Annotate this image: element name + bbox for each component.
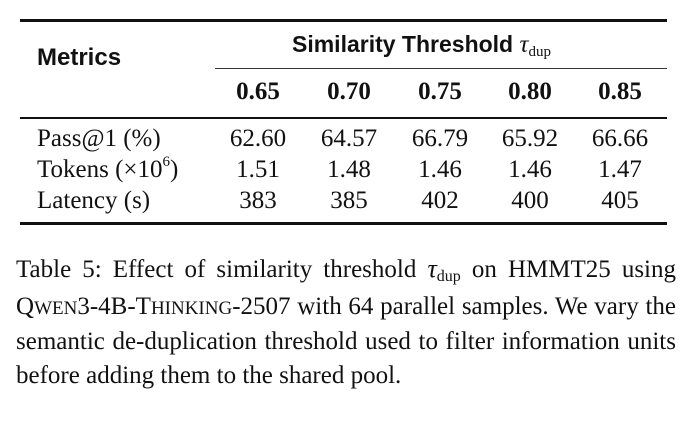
column-header: 0.75 <box>418 78 462 105</box>
group-header-rule <box>215 68 667 70</box>
row-label-pass-at-1: Pass@1 (%) <box>37 125 161 152</box>
table-top-rule <box>20 19 667 22</box>
row-label-latency: Latency (s) <box>37 187 151 214</box>
group-header-text: Similarity Threshold <box>292 31 514 57</box>
table-cell: 400 <box>511 187 549 214</box>
table-cell: 66.79 <box>411 125 469 152</box>
table-cell: 1.51 <box>236 156 280 183</box>
row-label-tokens: Tokens (×106) <box>37 154 179 183</box>
table-cell: 1.46 <box>508 156 552 183</box>
table-cell: 402 <box>421 187 459 214</box>
table-cell: 385 <box>330 187 368 214</box>
column-header: 0.80 <box>508 78 552 105</box>
table-cell: 66.66 <box>591 125 649 152</box>
table-cell: 1.48 <box>327 156 371 183</box>
column-header: 0.70 <box>327 78 371 105</box>
table-caption: Table 5: Effect of similarity threshold … <box>16 254 676 389</box>
table-cell: 1.46 <box>418 156 462 183</box>
column-header: 0.85 <box>598 78 642 105</box>
table-cell: 62.60 <box>229 125 287 152</box>
table-cell: 64.57 <box>320 125 378 152</box>
table-cell: 383 <box>239 187 277 214</box>
header-bottom-rule <box>20 117 667 119</box>
similarity-threshold-header: Similarity Threshold τdup <box>292 31 551 60</box>
tau-symbol: τ <box>519 31 529 58</box>
metrics-header: Metrics <box>37 44 122 71</box>
table-cell: 405 <box>601 187 639 214</box>
column-header: 0.65 <box>236 78 280 105</box>
table-bottom-rule <box>20 222 667 225</box>
model-name: QWEN3-4B-THINKING-2507 <box>16 292 291 320</box>
table-cell: 1.47 <box>598 156 642 183</box>
caption-tau-symbol: τ <box>427 254 437 283</box>
table-cell: 65.92 <box>501 125 559 152</box>
tau-subscript: dup <box>528 44 551 60</box>
